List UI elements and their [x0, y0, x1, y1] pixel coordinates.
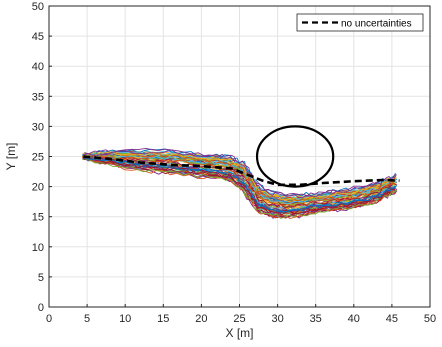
x-tick-label: 30 — [271, 313, 283, 325]
y-axis-label: Y [m] — [4, 143, 18, 171]
y-tick-label: 25 — [32, 152, 44, 164]
y-tick-label: 15 — [32, 212, 44, 224]
x-tick-label: 50 — [424, 313, 436, 325]
trajectory-line — [82, 151, 396, 201]
y-tick-label: 20 — [32, 182, 44, 194]
y-tick-label: 0 — [38, 302, 44, 314]
nominal-trajectory-line — [83, 155, 400, 187]
legend: no uncertainties — [296, 13, 424, 32]
x-tick-label: 5 — [84, 313, 90, 325]
monte-carlo-trajectories — [81, 147, 398, 219]
trajectory-line — [83, 149, 397, 199]
x-tick-label: 25 — [233, 313, 245, 325]
x-tick-label: 15 — [157, 313, 169, 325]
trajectory-line — [84, 157, 395, 219]
trajectory-line — [84, 156, 396, 207]
y-tick-label: 10 — [32, 242, 44, 254]
trajectory-line — [83, 155, 398, 214]
y-tick-label: 5 — [38, 272, 44, 284]
x-tick-label: 45 — [386, 313, 398, 325]
y-tick-label: 45 — [32, 31, 44, 43]
legend-box — [296, 13, 424, 32]
trajectory-line — [84, 147, 397, 197]
obstacle-ellipse-group — [255, 125, 335, 188]
x-tick-label: 10 — [119, 313, 131, 325]
trajectory-line — [83, 152, 396, 201]
trajectory-line — [83, 155, 398, 211]
y-tick-label: 35 — [32, 91, 44, 103]
obstacle-ellipse — [255, 125, 335, 188]
x-axis-label: X [m] — [225, 326, 253, 340]
y-tick-label: 50 — [32, 1, 44, 13]
trajectory-line — [84, 158, 398, 219]
trajectory-line — [83, 157, 396, 215]
x-tick-label: 35 — [310, 313, 322, 325]
axis-ticks: 0 5 10 15 20 25 30 35 40 45 50 0 5 10 15 20 25 30 35 40 45 50 — [32, 1, 436, 325]
y-tick-label: 40 — [32, 61, 44, 73]
x-tick-label: 20 — [195, 313, 207, 325]
y-tick-label: 30 — [32, 121, 44, 133]
trajectory-line — [82, 153, 396, 204]
trajectory-line — [84, 157, 396, 213]
legend-entry-no-uncertainties: no uncertainties — [341, 19, 412, 30]
x-tick-label: 0 — [46, 313, 52, 325]
trajectory-line — [83, 155, 397, 209]
nominal-trajectory — [83, 155, 400, 187]
x-tick-label: 40 — [348, 313, 360, 325]
